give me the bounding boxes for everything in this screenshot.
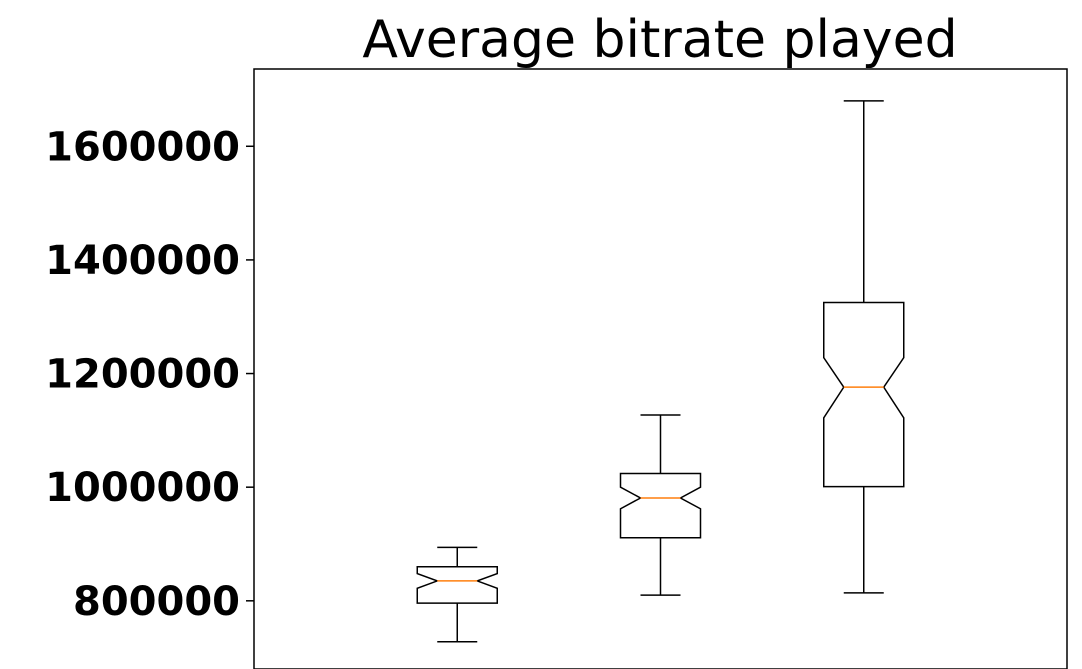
y-tick-label: 1400000 [45, 238, 240, 284]
box-2 [619, 414, 702, 596]
box-body [823, 301, 905, 488]
box-1 [416, 546, 498, 643]
box-body [619, 472, 702, 539]
y-tick-label: 1200000 [45, 352, 240, 398]
box-3 [823, 100, 905, 594]
y-tick-label: 800000 [73, 579, 240, 625]
y-axis: 800000 1000000 1200000 1400000 1600000 [45, 124, 254, 625]
box-body [416, 565, 498, 604]
y-tick-label: 1000000 [45, 465, 240, 511]
boxes [416, 100, 905, 643]
chart-title: Average bitrate played [362, 10, 957, 70]
y-tick-label: 1600000 [45, 124, 240, 170]
